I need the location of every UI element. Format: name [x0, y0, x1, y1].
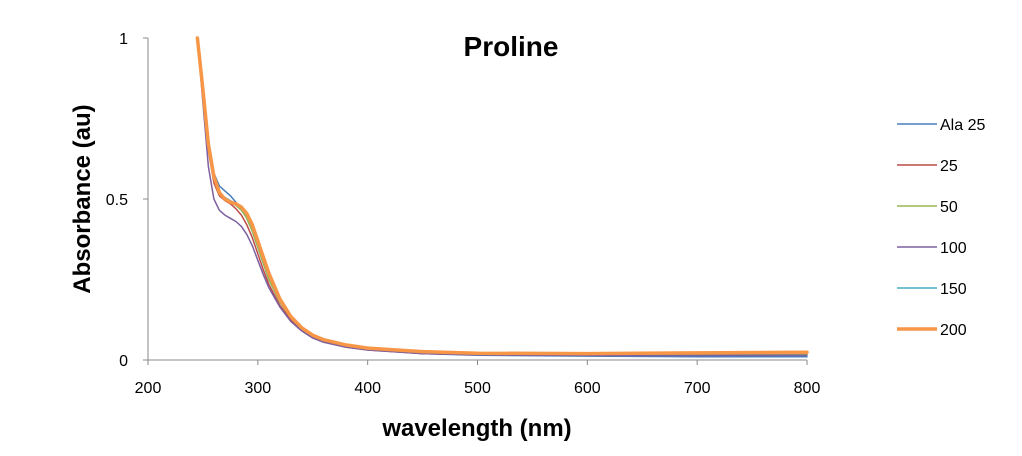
y-tick-label: 1	[119, 31, 128, 48]
y-axis-title: Absorbance (au)	[69, 104, 96, 293]
x-tick-label: 500	[464, 380, 491, 397]
x-tick-label: 400	[354, 380, 381, 397]
legend-label: 50	[940, 199, 958, 216]
x-tick-label: 600	[574, 380, 601, 397]
series-line-5	[195, 36, 809, 356]
x-axis-title: wavelength (nm)	[381, 415, 571, 442]
y-tick-label: 0	[119, 353, 128, 370]
legend-label: 100	[940, 240, 967, 257]
legend-label: Ala 25	[940, 117, 985, 134]
series-line-0	[196, 37, 808, 358]
x-tick-label: 300	[244, 380, 271, 397]
ticks: 200 300 400 500 600 700 800 0 0.5 1	[106, 31, 821, 397]
legend: Ala 25 25 50 100 150 200	[897, 117, 985, 339]
x-tick-label: 200	[135, 380, 162, 397]
plot-lines	[195, 36, 809, 358]
legend-label: 200	[940, 322, 967, 339]
series-line-2	[196, 37, 808, 356]
legend-label: 25	[940, 158, 958, 175]
series-line-3	[196, 37, 808, 357]
chart-title: Proline	[464, 31, 559, 62]
x-tick-label: 800	[794, 380, 821, 397]
legend-label: 150	[940, 281, 967, 298]
y-tick-label: 0.5	[106, 192, 128, 209]
x-tick-label: 700	[684, 380, 711, 397]
series-line-4	[196, 37, 808, 355]
series-line-1	[196, 37, 808, 356]
